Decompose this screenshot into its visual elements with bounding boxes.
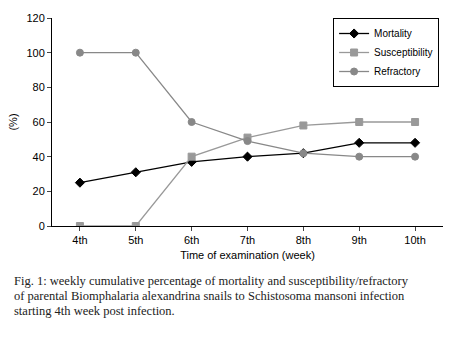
svg-text:9th: 9th: [352, 234, 367, 246]
svg-text:8th: 8th: [296, 234, 311, 246]
svg-text:0: 0: [39, 220, 45, 232]
svg-text:60: 60: [33, 116, 45, 128]
svg-text:80: 80: [33, 81, 45, 93]
svg-text:10th: 10th: [404, 234, 425, 246]
svg-text:40: 40: [33, 151, 45, 163]
svg-text:6th: 6th: [184, 234, 199, 246]
svg-text:(%): (%): [7, 113, 19, 130]
svg-text:120: 120: [26, 12, 44, 24]
svg-text:Refractory: Refractory: [374, 66, 420, 77]
svg-text:Susceptibility: Susceptibility: [374, 47, 432, 58]
svg-text:5th: 5th: [128, 234, 143, 246]
html-text:Fig. 1: weekly cumulative perc: Fig. 1: weekly cumulative percentage of …: [14, 274, 408, 318]
svg-text:Time of examination (week): Time of examination (week): [180, 249, 315, 261]
svg-text:Mortality: Mortality: [374, 28, 412, 39]
svg-text:7th: 7th: [240, 234, 255, 246]
svg-text:100: 100: [26, 47, 44, 59]
svg-text:4th: 4th: [72, 234, 87, 246]
svg-text:20: 20: [33, 185, 45, 197]
